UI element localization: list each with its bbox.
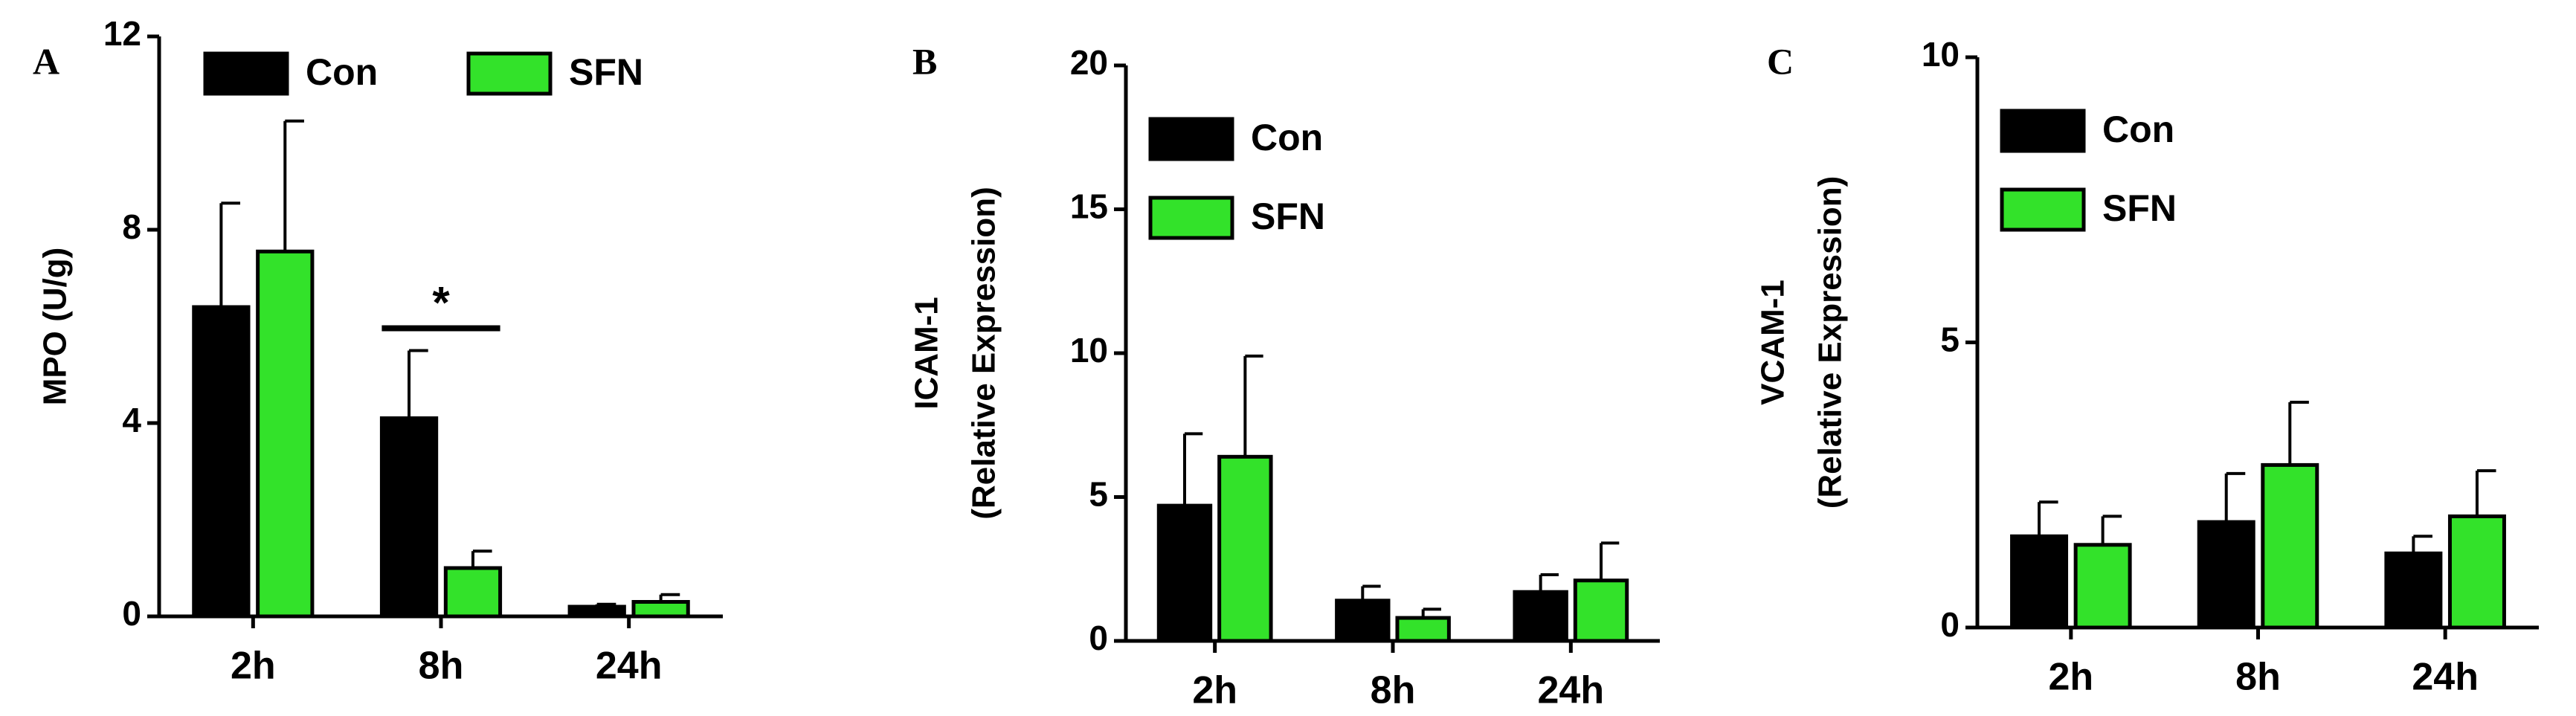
y-tick-label: 5 — [1940, 320, 1960, 359]
bar — [256, 249, 315, 619]
bar — [1395, 616, 1451, 643]
y-axis-label: MPO (U/g) — [37, 248, 74, 406]
legend-label: Con — [2102, 109, 2174, 150]
x-tick-label: 2h — [1192, 669, 1237, 712]
bar — [1513, 590, 1568, 643]
x-tick-label: 8h — [2235, 656, 2281, 699]
legend-label: SFN — [1251, 196, 1325, 237]
bar — [192, 305, 251, 619]
y-tick-label: 5 — [1089, 475, 1108, 514]
bar — [1156, 503, 1213, 643]
bar — [567, 604, 626, 619]
legend-swatch — [1148, 196, 1234, 240]
y-tick-label: 10 — [1070, 331, 1108, 370]
bar — [1217, 454, 1273, 643]
y-axis-label: (Relative Expression) — [1812, 176, 1849, 509]
legend-swatch — [203, 51, 289, 96]
bar — [631, 600, 690, 619]
legend-swatch — [1148, 117, 1234, 161]
x-tick-label: 2h — [231, 645, 276, 688]
bar — [2073, 543, 2132, 630]
bar — [2261, 462, 2319, 630]
y-axis-label: VCAM-1 — [1755, 280, 1791, 405]
y-tick-label: 20 — [1070, 43, 1108, 82]
x-tick-label: 2h — [2048, 656, 2093, 699]
legend-swatch — [2000, 187, 2086, 232]
y-tick-label: 12 — [103, 14, 141, 53]
bar — [1573, 578, 1629, 643]
legend-label: Con — [1251, 117, 1323, 158]
panel-label: C — [1767, 40, 1794, 82]
bar — [443, 566, 503, 619]
y-axis-label: (Relative Expression) — [966, 187, 1002, 520]
y-tick-label: 10 — [1922, 35, 1960, 74]
x-tick-label: 8h — [1371, 669, 1416, 712]
legend-label: Con — [306, 51, 378, 93]
legend-label: SFN — [2102, 187, 2177, 229]
x-tick-label: 24h — [2412, 656, 2479, 699]
panel-label: A — [33, 40, 59, 82]
bar — [2010, 534, 2069, 630]
x-tick-label: 24h — [596, 645, 663, 688]
bar — [2384, 551, 2443, 630]
bar — [379, 416, 439, 619]
annotation: * — [432, 277, 450, 327]
bar — [1335, 599, 1391, 643]
legend-swatch — [2000, 109, 2086, 153]
y-tick-label: 8 — [122, 207, 141, 246]
x-tick-label: 24h — [1538, 669, 1605, 712]
y-tick-label: 0 — [1940, 605, 1960, 644]
y-tick-label: 0 — [1089, 619, 1108, 657]
bar — [2197, 520, 2255, 630]
legend-label: SFN — [569, 51, 643, 93]
y-axis-label: ICAM-1 — [909, 297, 945, 410]
y-tick-label: 0 — [122, 594, 141, 633]
y-tick-label: 15 — [1070, 187, 1108, 226]
bar — [2447, 514, 2506, 630]
y-tick-label: 4 — [122, 401, 141, 439]
x-tick-label: 8h — [419, 645, 464, 688]
legend-swatch — [466, 51, 553, 96]
panel-label: B — [912, 40, 937, 82]
